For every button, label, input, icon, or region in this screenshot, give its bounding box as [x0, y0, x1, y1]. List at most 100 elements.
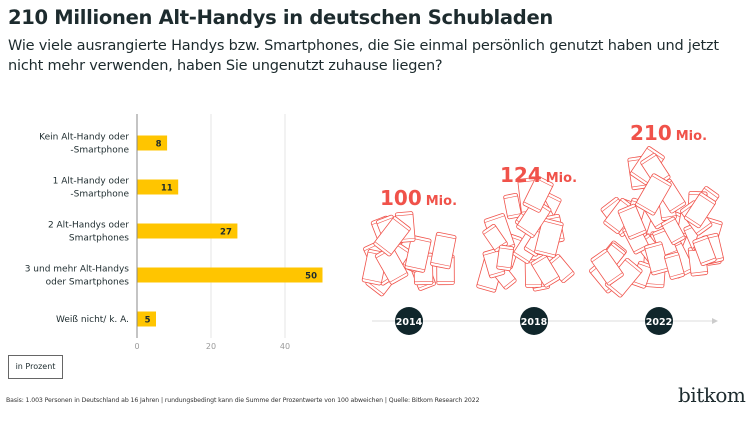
phone-screen-edge	[671, 235, 685, 243]
category-label: -Smartphone	[70, 146, 129, 156]
phone-screen-edge	[430, 262, 451, 267]
phone-screen-edge	[499, 247, 514, 251]
phone-screen-edge	[618, 206, 636, 214]
bar	[137, 223, 238, 239]
phone-body	[530, 254, 561, 288]
phone-body	[522, 175, 554, 213]
phone-screen-edge	[374, 241, 392, 255]
timeline-arrow	[712, 318, 718, 324]
phone-screen-edge	[638, 263, 653, 269]
phone-body	[683, 192, 717, 229]
phone-screen-edge	[513, 251, 530, 262]
phone-pile	[361, 211, 457, 297]
category-label: -Smartphone	[70, 190, 129, 200]
phone-icon	[430, 231, 457, 270]
value-number: 210	[630, 121, 672, 145]
phone-screen-edge	[695, 222, 712, 234]
phone-body	[664, 251, 685, 280]
bar	[137, 311, 156, 327]
category-label: 1 Alt-Handy oder	[53, 177, 130, 187]
phone-body	[404, 235, 432, 273]
x-tick-label: 40	[280, 342, 290, 351]
phone-screen-edge	[703, 187, 719, 199]
phone-screen-edge	[636, 202, 656, 214]
phone-screen-edge	[669, 272, 685, 278]
value-unit: Mio.	[426, 194, 457, 209]
phone-icon	[590, 249, 624, 286]
phone-screen-edge	[693, 237, 709, 244]
phone-screen-edge	[503, 195, 518, 199]
value-number: 124	[500, 163, 542, 187]
category-label: Smartphones	[69, 234, 129, 244]
phone-screen-edge	[483, 225, 496, 235]
phone-screen-edge	[651, 175, 671, 187]
phone-screen-edge	[631, 171, 648, 183]
bar	[137, 267, 323, 283]
year-label: 2018	[521, 317, 548, 328]
value-label: 124 Mio.	[500, 163, 577, 187]
phone-screen-edge	[669, 201, 685, 212]
phone-screen-edge	[496, 265, 511, 269]
phone-screen-edge	[542, 220, 563, 227]
category-label: Weiß nicht/ k. A.	[56, 315, 129, 325]
phone-body	[503, 192, 522, 220]
phone-icon	[664, 251, 685, 280]
phone-screen-edge	[392, 218, 410, 232]
data-label: 5	[145, 316, 151, 326]
phone-icon	[503, 192, 522, 220]
phone-icon	[404, 235, 432, 273]
year-badge	[645, 307, 673, 335]
data-label: 8	[156, 140, 162, 150]
category-label: 3 und mehr Alt-Handys	[25, 265, 130, 275]
phone-screen-edge	[606, 272, 623, 284]
phone-icon	[617, 203, 647, 240]
phone-screen-edge	[543, 276, 559, 286]
phone-body	[692, 235, 717, 267]
phone-screen-edge	[651, 267, 669, 273]
phone-screen-edge	[489, 270, 505, 276]
phone-screen-edge	[662, 218, 676, 227]
page-title: 210 Millionen Alt-Handys in deutschen Sc…	[8, 6, 553, 29]
phone-icon	[496, 244, 515, 271]
phone-icon	[534, 217, 564, 258]
bar	[137, 135, 168, 151]
phone-body	[635, 173, 672, 216]
phone-screen-edge	[484, 215, 505, 223]
phone-icon	[635, 173, 672, 216]
phone-body	[534, 217, 564, 258]
value-number: 100	[380, 186, 422, 210]
phone-icon	[373, 216, 411, 257]
phone-icon	[661, 216, 686, 246]
bitkom-logo: bitkom	[678, 383, 746, 407]
category-label: oder Smartphones	[46, 278, 130, 288]
year-label: 2014	[396, 317, 423, 328]
phone-screen-edge	[624, 259, 642, 274]
category-label: Kein Alt-Handy oder	[39, 133, 129, 143]
phone-screen-edge	[690, 271, 708, 274]
phone-screen-edge	[632, 280, 646, 287]
year-label: 2022	[646, 317, 672, 328]
phone-icon	[683, 192, 717, 229]
phone-screen-edge	[685, 215, 701, 227]
phone-body	[661, 216, 686, 246]
phone-icon	[530, 254, 561, 288]
phone-screen-edge	[362, 278, 382, 283]
phone-screen-edge	[531, 256, 547, 266]
year-badge	[395, 307, 423, 335]
subtitle: Wie viele ausrangierte Handys bzw. Smart…	[8, 38, 719, 74]
phone-screen-edge	[604, 220, 620, 233]
value-unit: Mio.	[546, 171, 577, 186]
value-label: 100 Mio.	[380, 186, 457, 210]
x-tick-label: 20	[206, 342, 216, 351]
phone-screen-edge	[523, 201, 541, 211]
phone-screen-edge	[644, 243, 663, 250]
data-label: 50	[305, 272, 317, 282]
value-unit: Mio.	[676, 129, 707, 144]
phone-screen-edge	[476, 284, 497, 291]
phone-body	[617, 203, 647, 240]
phone-body	[430, 231, 457, 270]
phone-screen-edge	[507, 213, 522, 217]
phone-screen-edge	[699, 194, 715, 205]
phone-screen-edge	[546, 194, 561, 203]
unit-label: in Prozent	[8, 355, 63, 379]
